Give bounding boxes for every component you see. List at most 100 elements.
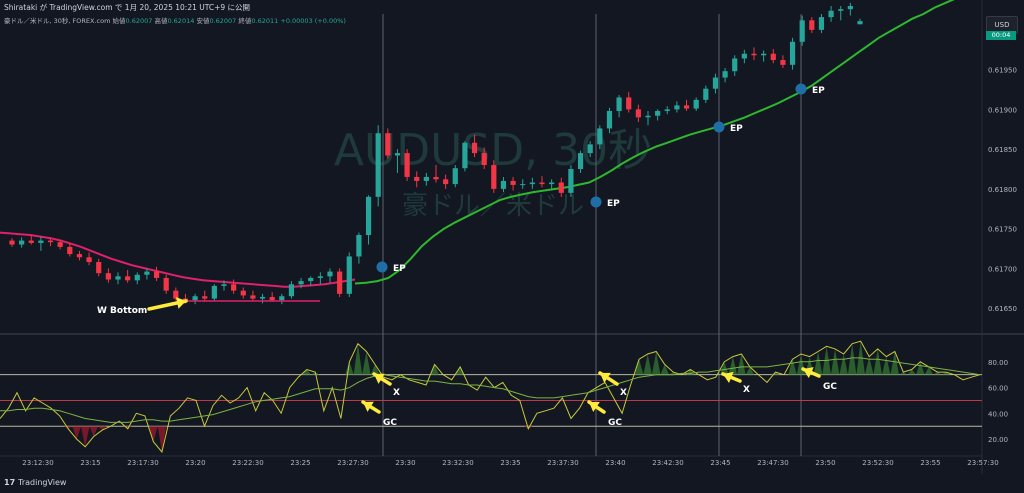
candle-body — [568, 169, 574, 193]
x-label: X — [393, 388, 400, 398]
candle-body — [76, 254, 83, 258]
candle-body — [828, 10, 834, 18]
candle-body — [327, 271, 333, 277]
price-tick-label: 0.61850 — [988, 146, 1017, 154]
gc-arrow — [587, 400, 606, 414]
candle-body — [722, 71, 728, 78]
time-tick-label: 23:22:30 — [232, 459, 263, 467]
time-tick-label: 23:15 — [80, 459, 100, 467]
arrow-head — [803, 367, 814, 379]
ep-label: EP — [393, 264, 406, 274]
candle-body — [529, 182, 535, 185]
time-tick-label: 23:35 — [500, 459, 520, 467]
candle-body — [57, 242, 63, 247]
candle-body — [38, 240, 44, 243]
gc-label: GC — [383, 418, 397, 428]
low-value: 0.62007 — [209, 17, 237, 25]
candle-body — [683, 105, 690, 109]
candle-body — [587, 144, 593, 154]
osc-tick-label: 60.00 — [988, 385, 1008, 393]
candle-body — [279, 296, 285, 301]
candle-body — [317, 276, 323, 278]
candle-body — [655, 110, 661, 116]
countdown-tag: 00:04 — [986, 31, 1016, 40]
arrow-head — [600, 372, 611, 383]
oscillator-line — [0, 340, 981, 454]
candle-body — [86, 257, 92, 263]
candle-body — [558, 182, 564, 193]
candle-body — [19, 240, 25, 245]
candle-body — [192, 296, 198, 301]
candle-body — [645, 115, 651, 118]
candle-body — [732, 58, 738, 72]
candle-body — [481, 153, 487, 166]
tradingview-brand[interactable]: 17 TradingView — [4, 478, 66, 487]
candle-body — [337, 271, 343, 294]
candle-body — [144, 271, 150, 275]
x-arrow — [721, 371, 742, 383]
candle-body — [799, 20, 805, 42]
low-label: 安値 — [196, 17, 210, 25]
candle-body — [741, 53, 747, 59]
ep-label: EP — [812, 86, 825, 96]
axes: 0.61950 0.61900 0.61850 0.61800 0.61750 0.617… — [22, 67, 1017, 467]
candle-body — [221, 284, 227, 286]
w-bottom-label: W Bottom — [97, 306, 147, 316]
candle-body — [231, 284, 237, 291]
candle-body — [712, 77, 719, 89]
price-tick-label: 0.61650 — [988, 305, 1017, 313]
price-tick-label: 0.61950 — [988, 67, 1017, 75]
candle-body — [134, 274, 140, 281]
x-label: X — [620, 388, 627, 398]
ep-marker — [376, 261, 388, 273]
open-label: 始値 — [112, 17, 126, 25]
candle-body — [549, 182, 555, 185]
arrow-head — [589, 402, 600, 412]
time-tick-label: 23:30 — [395, 459, 415, 467]
candle-body — [471, 142, 478, 154]
candle-body — [452, 168, 458, 185]
candle-body — [847, 6, 853, 10]
candle-body — [346, 256, 352, 294]
candle-body — [298, 281, 304, 285]
tradingview-logo-icon: 17 — [4, 478, 16, 487]
candle-body — [597, 128, 603, 145]
close-value: 0.62011 — [251, 17, 279, 25]
green-moving-average-line — [354, 0, 955, 285]
candlestick-series — [9, 2, 863, 305]
ep-marker — [795, 83, 807, 95]
candle-body — [202, 296, 208, 299]
time-tick-label: 23:37:30 — [547, 459, 578, 467]
time-tick-label: 23:55 — [920, 459, 940, 467]
candle-body — [809, 20, 815, 30]
x-label: X — [743, 385, 750, 395]
candle-body — [404, 153, 410, 177]
time-tick-label: 23:52:30 — [862, 459, 893, 467]
candle-body — [520, 184, 526, 186]
candle-body — [770, 53, 776, 61]
candle-body — [616, 97, 622, 111]
candle-body — [606, 110, 613, 129]
moving-averages — [0, 0, 955, 288]
symbol-title[interactable]: 豪ドル／米ドル, 30秒, FOREX.com — [4, 17, 111, 25]
candle-body — [510, 180, 516, 185]
oscillator-signal-line — [0, 357, 981, 423]
candle-body — [240, 290, 246, 296]
candle-body — [211, 285, 217, 299]
candle-body — [674, 105, 680, 110]
candle-body — [259, 297, 266, 299]
candle-body — [761, 53, 767, 56]
gc-label: GC — [823, 382, 837, 392]
candle-body — [539, 182, 545, 185]
candle-body — [857, 21, 863, 25]
arrow-head — [723, 371, 734, 383]
x-arrow — [372, 372, 392, 386]
arrow-head — [374, 373, 385, 384]
candle-body — [751, 53, 757, 56]
osc-tick-label: 80.00 — [988, 359, 1008, 367]
annotations: W Bottom EP EP EP EP X X X GC GC GC — [97, 83, 837, 428]
osc-tick-label: 20.00 — [988, 436, 1008, 444]
oversold-fill — [63, 426, 533, 452]
overbought-fill — [302, 341, 951, 375]
